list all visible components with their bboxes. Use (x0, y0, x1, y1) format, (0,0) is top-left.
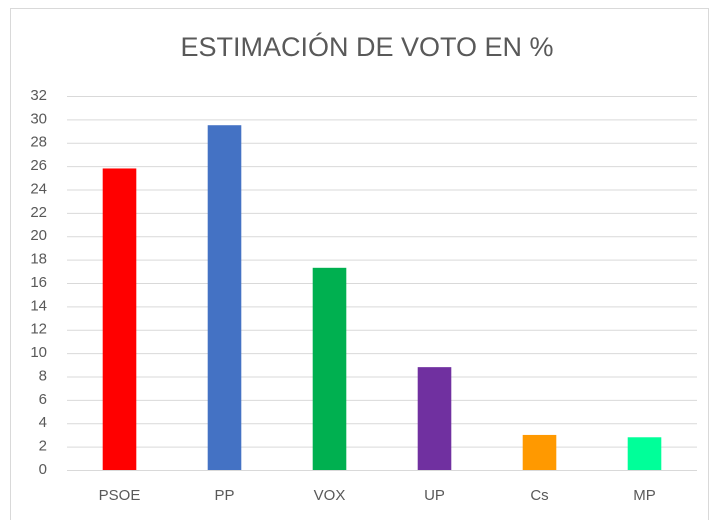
y-tick-label: 18 (30, 251, 47, 268)
y-tick-label: 2 (39, 438, 47, 455)
bar (102, 168, 137, 470)
x-tick-label: Cs (530, 487, 548, 504)
y-tick-label: 30 (30, 110, 47, 127)
y-tick-label: 14 (30, 297, 47, 314)
x-tick-label: UP (424, 487, 445, 504)
y-tick-label: 16 (30, 274, 47, 291)
y-tick-label: 10 (30, 344, 47, 361)
x-tick-label: PP (214, 487, 234, 504)
y-tick-label: 28 (30, 134, 47, 151)
y-tick-label: 12 (30, 321, 47, 338)
y-tick-label: 32 (30, 87, 47, 104)
bar (522, 434, 557, 470)
x-tick-label: VOX (314, 487, 346, 504)
y-tick-label: 20 (30, 227, 47, 244)
bar (312, 267, 347, 470)
x-tick-label: PSOE (99, 487, 141, 504)
y-tick-label: 8 (39, 367, 47, 384)
y-tick-label: 26 (30, 157, 47, 174)
bar (207, 125, 242, 470)
x-tick-label: MP (633, 487, 656, 504)
chart-title: ESTIMACIÓN DE VOTO EN % (180, 31, 553, 62)
bar (627, 437, 662, 470)
y-tick-label: 0 (39, 461, 47, 478)
y-tick-label: 22 (30, 204, 47, 221)
y-tick-label: 24 (30, 180, 47, 197)
y-tick-label: 4 (39, 414, 47, 431)
bar (417, 367, 452, 470)
y-tick-label: 6 (39, 391, 47, 408)
